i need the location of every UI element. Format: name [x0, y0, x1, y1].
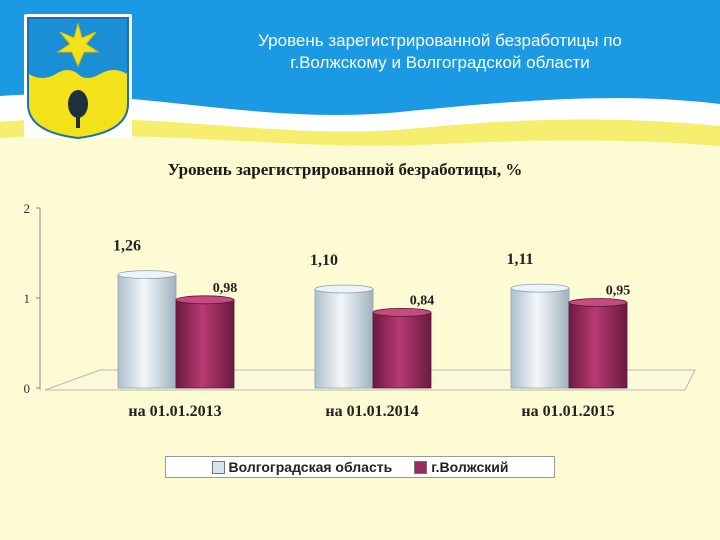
category-label-1: на 01.01.2013: [128, 403, 221, 420]
y-tick-label: 2: [24, 201, 31, 216]
data-label-volgograd-1: 1,26: [113, 238, 141, 255]
bar-volgograd-3: [510, 287, 570, 389]
header-banner: [0, 0, 720, 170]
bar-cap-volgograd-2: [314, 284, 374, 294]
bar-cap-volzhsky-3: [568, 298, 628, 307]
slide-title-line-1: Уровень зарегистрированной безработицы п…: [258, 31, 622, 50]
chart-legend: Волгоградская область г.Волжский: [165, 456, 555, 478]
bar-chart: 0 1 2 1,26 0,98 на 01.01.2013 1,10 0,84 на 01.0…: [24, 201, 696, 420]
legend-swatch-volgograd: [211, 460, 225, 474]
data-label-volgograd-2: 1,10: [310, 252, 338, 269]
data-label-volzhsky-1: 0,98: [213, 281, 238, 296]
data-label-volzhsky-3: 0,95: [606, 284, 631, 299]
chart-title: Уровень зарегистрированной безработицы, …: [167, 160, 523, 179]
bar-cap-volgograd-3: [510, 283, 570, 293]
data-label-volzhsky-2: 0,84: [410, 293, 435, 308]
legend-label-volzhsky: г.Волжский: [431, 459, 509, 475]
category-label-2: на 01.01.2014: [325, 403, 418, 420]
legend-label-volgograd: Волгоградская область: [228, 459, 393, 475]
data-label-volgograd-3: 1,11: [506, 251, 533, 268]
legend-item-volgograd: Волгоградская область: [211, 459, 393, 475]
bar-volzhsky-2: [372, 312, 432, 389]
bar-cap-volzhsky-1: [175, 295, 235, 305]
legend-item-volzhsky: г.Волжский: [414, 459, 508, 475]
bar-volzhsky-3: [568, 302, 628, 389]
bar-volgograd-2: [314, 288, 374, 389]
category-label-3: на 01.01.2015: [521, 403, 614, 420]
y-tick-label: 1: [24, 291, 31, 306]
bar-cap-volzhsky-2: [372, 308, 432, 317]
bar-cap-volgograd-1: [117, 270, 177, 279]
bar-volzhsky-1: [175, 299, 235, 389]
slide-title: Уровень зарегистрированной безработицы п…: [160, 30, 720, 74]
y-tick-label: 0: [24, 381, 31, 396]
city-coat-of-arms-icon: [24, 14, 132, 140]
bar-volgograd-1: [117, 274, 177, 389]
legend-swatch-volzhsky: [414, 460, 428, 474]
slide-title-line-2: г.Волжскому и Волгоградской области: [290, 53, 590, 72]
